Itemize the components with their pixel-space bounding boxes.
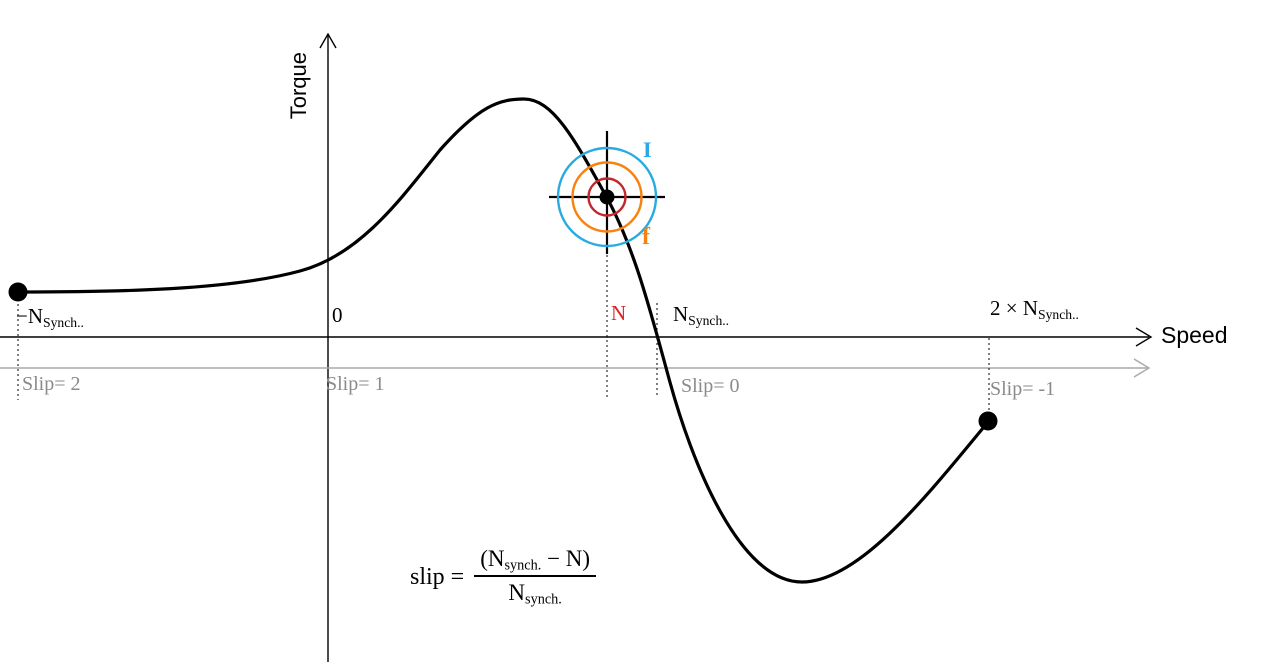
y-axis-arrow-icon [319, 32, 337, 49]
x-label-neg-nsynch-base: −N [16, 304, 44, 328]
x-label-n: N [611, 301, 627, 325]
x-label-zero: 0 [332, 303, 343, 327]
x-label-neg-nsynch: −NSynch.. [16, 306, 84, 330]
slip-formula: slip = (Nsynch. − N) Nsynch. [410, 546, 597, 609]
slip-label-minus1: Slip= -1 [990, 378, 1056, 400]
slip-formula-numerator: (Nsynch. − N) [474, 546, 596, 574]
curve-end-dot [978, 411, 998, 431]
slip-label-2: Slip= 2 [22, 373, 81, 395]
numerator-pre: (N [480, 546, 505, 571]
fraction-bar [474, 574, 597, 577]
slip-label-1: Slip= 1 [326, 373, 385, 395]
current-circle-i [556, 146, 658, 248]
x-label-two-nsynch-base: 2 × N [990, 296, 1039, 320]
slip-axis-arrow-icon [1133, 358, 1151, 378]
frequency-circle-f [571, 161, 643, 233]
x-label-two-nsynch: 2 × NSynch.. [990, 298, 1079, 322]
numerator-post: − N) [541, 546, 591, 571]
denominator-pre: N [508, 579, 526, 605]
current-i-label: I [643, 137, 652, 162]
frequency-f-label: f [642, 224, 650, 250]
y-axis-title: Torque [286, 52, 311, 120]
operating-point-dot [599, 189, 615, 205]
x-label-two-nsynch-sub: Synch.. [1038, 307, 1079, 323]
x-axis-title: Speed [1161, 322, 1228, 348]
x-axis-arrow-icon [1135, 327, 1153, 347]
slip-formula-lhs: slip = [410, 563, 465, 590]
x-label-nsynch-base: N [673, 302, 689, 326]
numerator-sub: synch. [504, 557, 542, 574]
slip-formula-denominator: Nsynch. [508, 577, 561, 609]
slip-formula-fraction: (Nsynch. − N) Nsynch. [474, 546, 597, 609]
x-label-nsynch-sub: Synch.. [688, 313, 730, 329]
x-label-neg-nsynch-sub: Synch.. [43, 315, 84, 331]
x-label-nsynch: NSynch.. [673, 304, 729, 328]
torque-curve [16, 97, 990, 584]
slip-label-0: Slip= 0 [681, 375, 740, 397]
inner-circle [587, 177, 627, 217]
curve-start-dot [8, 282, 28, 302]
denominator-sub: synch. [525, 591, 562, 608]
